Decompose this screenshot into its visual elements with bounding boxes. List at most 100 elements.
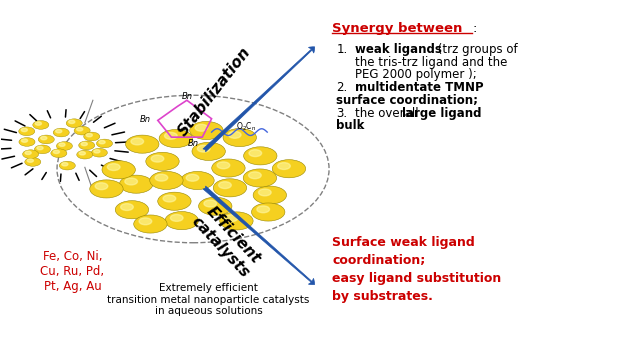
Circle shape [102,161,135,179]
Circle shape [158,192,191,210]
Circle shape [272,160,306,178]
Text: PEG 2000 polymer );: PEG 2000 polymer ); [355,68,477,81]
Circle shape [56,129,62,133]
Circle shape [155,174,168,181]
Circle shape [59,161,75,170]
Circle shape [41,137,47,140]
Circle shape [170,215,183,221]
Text: Bn: Bn [140,115,151,124]
Circle shape [125,178,137,185]
Circle shape [139,218,152,225]
Circle shape [35,122,42,125]
Circle shape [91,148,107,157]
Text: surface coordination;: surface coordination; [337,94,478,106]
Circle shape [248,172,261,179]
Circle shape [220,212,253,230]
Circle shape [195,124,208,131]
Circle shape [107,164,120,170]
Circle shape [76,127,83,131]
Circle shape [94,150,100,153]
Text: the overall: the overall [355,107,422,120]
Circle shape [59,143,65,146]
Circle shape [21,139,27,142]
Circle shape [79,141,95,150]
Circle shape [119,175,153,193]
Text: 1.: 1. [337,43,348,56]
Circle shape [99,141,105,144]
Circle shape [146,152,179,170]
Circle shape [39,135,54,144]
Circle shape [225,215,238,222]
Circle shape [53,128,69,137]
Circle shape [213,179,247,197]
Circle shape [77,150,93,159]
Circle shape [252,203,285,221]
Circle shape [66,119,82,127]
Circle shape [22,150,39,159]
Text: Surface weak ligand
coordination;
easy ligand substitution
by substrates.: Surface weak ligand coordination; easy l… [332,236,501,303]
Circle shape [61,163,68,166]
Circle shape [125,135,159,153]
Circle shape [159,129,193,148]
Text: multidentate TMNP: multidentate TMNP [355,81,484,94]
Circle shape [120,203,134,211]
Circle shape [134,215,167,233]
Circle shape [199,197,232,215]
Circle shape [53,150,60,153]
Text: the tris-trz ligand and the: the tris-trz ligand and the [355,56,507,69]
Circle shape [219,182,231,189]
Circle shape [19,138,35,146]
Circle shape [190,121,223,140]
Circle shape [90,180,123,198]
Text: Bn: Bn [188,139,199,148]
Circle shape [257,206,270,213]
Circle shape [96,139,112,148]
Circle shape [25,151,31,154]
Circle shape [181,171,214,190]
Circle shape [243,169,276,187]
Circle shape [150,171,183,189]
Circle shape [253,186,286,204]
Text: .: . [359,119,363,132]
Circle shape [204,200,217,207]
Text: (trz groups of: (trz groups of [434,43,518,56]
Circle shape [249,150,261,156]
Circle shape [212,159,245,177]
Circle shape [21,128,27,131]
Text: Efficient
catalysts: Efficient catalysts [189,202,265,281]
Circle shape [95,183,108,190]
Circle shape [57,142,73,150]
Circle shape [258,189,271,196]
Text: weak ligands: weak ligands [355,43,442,56]
Circle shape [51,149,67,158]
Circle shape [116,201,148,219]
Text: bulk: bulk [337,119,365,132]
Circle shape [165,132,177,139]
Circle shape [243,147,277,165]
Circle shape [81,142,88,146]
Circle shape [86,134,93,137]
Text: Extremely efficient
transition metal nanoparticle catalysts
in aqueous solutions: Extremely efficient transition metal nan… [107,283,310,316]
Circle shape [165,212,198,230]
Text: Fe, Co, Ni,
Cu, Ru, Pd,
Pt, Ag, Au: Fe, Co, Ni, Cu, Ru, Pd, Pt, Ag, Au [40,250,104,293]
Circle shape [33,121,49,129]
Circle shape [19,127,35,136]
Circle shape [192,142,225,161]
Text: large ligand: large ligand [402,107,481,120]
Circle shape [197,145,210,152]
Circle shape [131,138,143,145]
Text: :: : [473,22,477,34]
Circle shape [217,162,230,169]
Text: $\mathsf{O_2C_n}$: $\mathsf{O_2C_n}$ [237,121,256,133]
Circle shape [69,120,75,123]
Text: Bn: Bn [181,92,193,101]
Circle shape [74,126,90,135]
Circle shape [37,146,43,150]
Circle shape [151,155,164,162]
Circle shape [186,174,199,181]
Text: 2.: 2. [337,81,348,94]
Circle shape [223,128,256,147]
Circle shape [79,152,86,155]
Circle shape [27,159,34,162]
Circle shape [25,158,41,166]
